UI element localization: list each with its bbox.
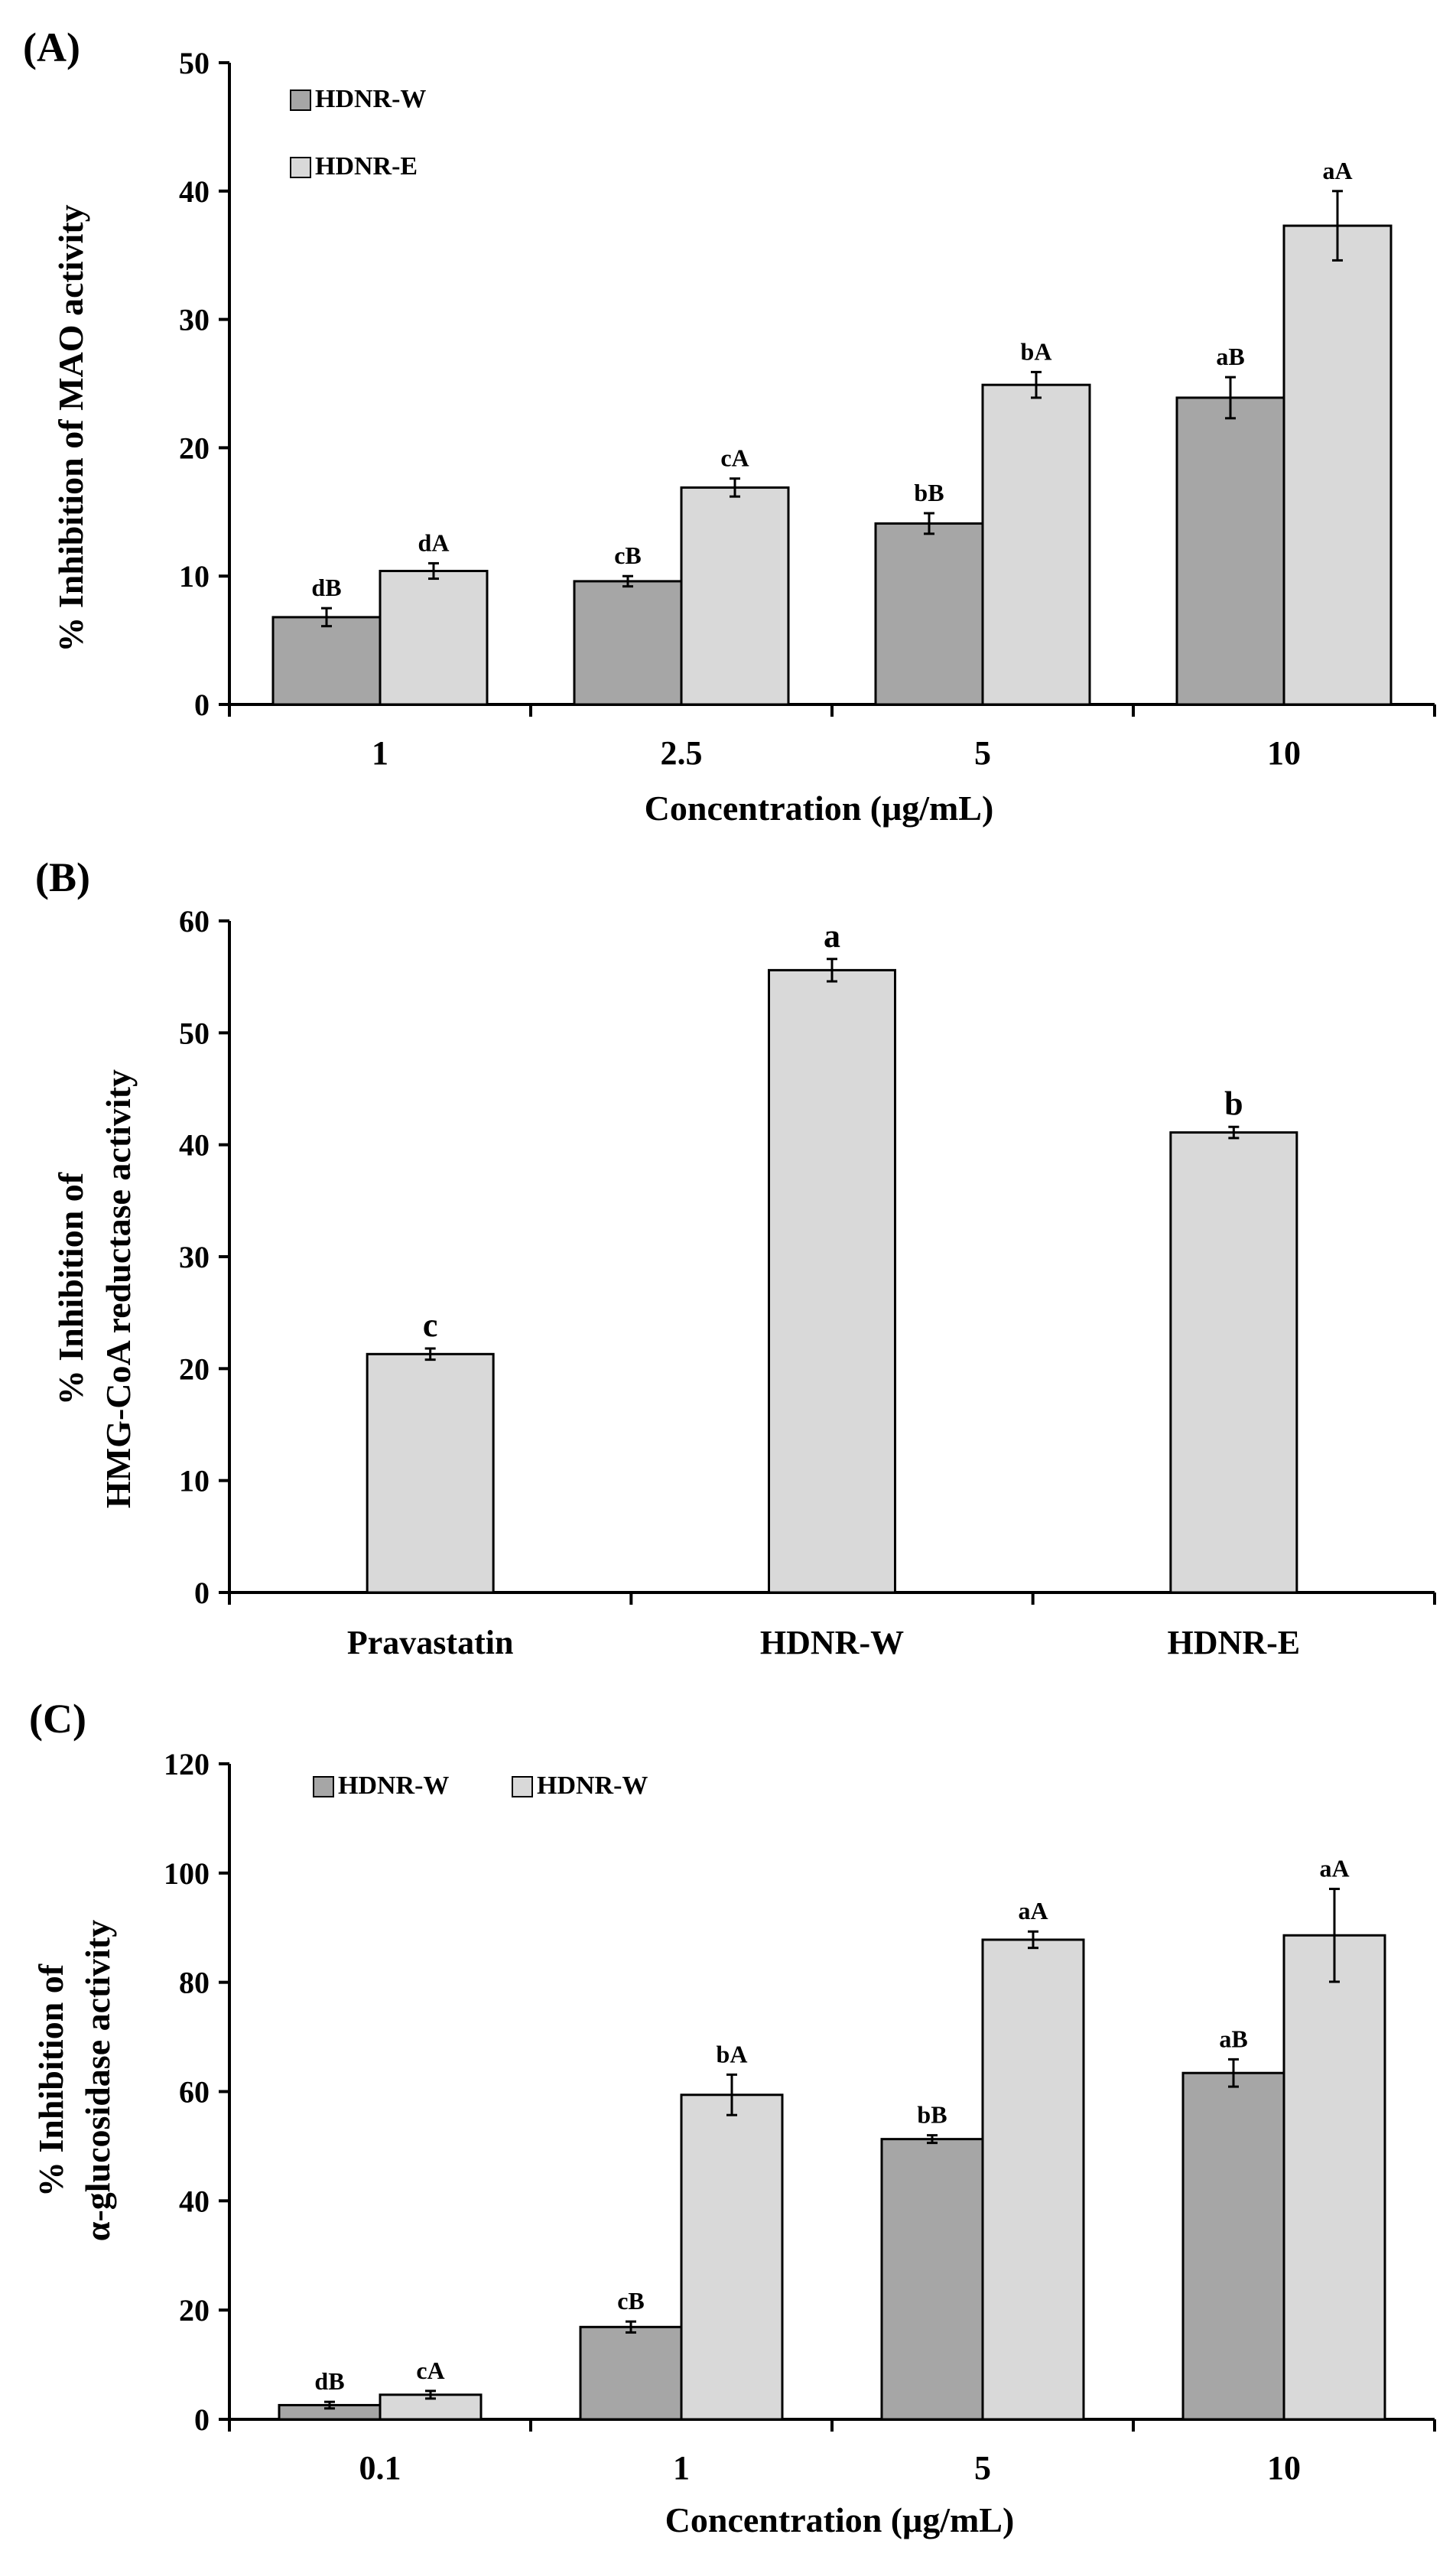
panel-a-significance-label: cB — [614, 542, 642, 569]
panel-a-bar — [573, 580, 683, 706]
panel-b-bar — [768, 968, 896, 1594]
panel-a-bar — [981, 383, 1091, 706]
panel-b-significance-label: a — [824, 917, 840, 955]
panel-a-y-axis-title: % Inhibition of MAO activity — [51, 204, 90, 652]
panel-b-y-tick-label: 50 — [179, 1016, 210, 1050]
panel-a-y-tick-label: 50 — [179, 46, 210, 80]
panel-c-y-tick-label: 0 — [194, 2402, 210, 2437]
panel-c-y-axis-title-line1: % Inhibition of — [31, 1963, 70, 2197]
panel-c-category-label: 1 — [673, 2449, 690, 2487]
panel-a-bar — [271, 616, 382, 706]
panel-b-y-axis-title-line1: % Inhibition of — [51, 1172, 90, 1405]
panel-a-y-tick-label: 0 — [194, 688, 210, 722]
panel-a-bar — [1175, 396, 1285, 706]
panel-c-category-label: 5 — [974, 2449, 991, 2487]
panel-a-significance-label: dB — [311, 574, 341, 601]
legend-label: HDNR-W — [338, 1771, 449, 1800]
panel-b-bar — [366, 1352, 495, 1594]
panel-c-significance-label: aA — [1018, 1897, 1048, 1924]
panel-b-y-tick-label: 20 — [179, 1352, 210, 1386]
legend-label: HDNR-W — [315, 85, 426, 113]
legend-swatch — [290, 157, 311, 178]
panel-a-significance-label: aB — [1216, 343, 1244, 370]
panel-a-y-tick-label: 30 — [179, 303, 210, 337]
panel-a-category-label: 5 — [974, 734, 991, 772]
panel-b-significance-label: c — [423, 1306, 438, 1344]
panel-c-category-label: 0.1 — [359, 2449, 401, 2487]
legend-swatch — [512, 1776, 533, 1797]
panel-c-y-tick-label: 120 — [164, 1747, 210, 1781]
panel-c-significance-label: bB — [917, 2101, 947, 2129]
panel-c-y-axis-title-line2: α-glucosidase activity — [78, 1920, 117, 2241]
panel-b-y-tick-label: 10 — [179, 1464, 210, 1498]
panel-a-y-tick-label: 10 — [179, 559, 210, 594]
legend-label: HDNR-E — [315, 152, 418, 181]
panel-c-y-tick-label: 60 — [179, 2075, 210, 2110]
panel-c-bar — [1282, 1934, 1386, 2421]
panel-c-category-label: 10 — [1267, 2449, 1301, 2487]
panel-b-y-axis-title-line2: HMG-CoA reductase activity — [99, 1069, 138, 1508]
panel-a-bar — [379, 569, 489, 706]
panel-a-y-tick-label: 20 — [179, 431, 210, 465]
panel-a-label: (A) — [23, 24, 80, 70]
panel-b-category-label: Pravastatin — [347, 1624, 514, 1661]
panel-a-y-tick-label: 40 — [179, 174, 210, 209]
panel-b-category-label: HDNR-E — [1168, 1624, 1301, 1661]
panel-c-bar — [680, 2093, 784, 2421]
panel-c-significance-label: cA — [416, 2357, 444, 2384]
panel-b-label: (B) — [35, 854, 90, 900]
legend-swatch — [313, 1776, 334, 1797]
panel-b-y-tick-label: 0 — [194, 1576, 210, 1610]
panel-a-significance-label: cA — [720, 444, 749, 472]
panel-b-significance-label: b — [1224, 1085, 1243, 1122]
panel-a-bar — [1282, 224, 1393, 706]
panel-c-y-tick-label: 20 — [179, 2293, 210, 2328]
panel-b-category-label: HDNR-W — [760, 1624, 904, 1661]
panel-c-y-tick-label: 80 — [179, 1966, 210, 2000]
panel-c-significance-label: aB — [1219, 2025, 1247, 2052]
panel-b-y-tick-label: 40 — [179, 1128, 210, 1163]
panel-a-bar — [680, 486, 790, 706]
panel-c-significance-label: aA — [1319, 1855, 1349, 1882]
legend-swatch — [290, 89, 311, 111]
panel-a-significance-label: dA — [418, 529, 450, 556]
panel-b-bar — [1169, 1131, 1298, 1594]
panel-c-x-axis-title: Concentration (μg/mL) — [665, 2500, 1015, 2539]
panel-c-significance-label: dB — [314, 2367, 344, 2395]
panel-a-category-label: 1 — [372, 734, 388, 772]
panel-a-bar — [874, 522, 984, 706]
panel-a-x-axis-title: Concentration (μg/mL) — [645, 789, 994, 828]
panel-a-significance-label: bA — [1021, 337, 1052, 365]
panel-c-bar — [1181, 2071, 1285, 2421]
panel-b-y-tick-label: 30 — [179, 1240, 210, 1274]
panel-a-category-label: 2.5 — [661, 734, 703, 772]
panel-c-bar — [880, 2138, 984, 2421]
panel-c-bar — [579, 2325, 683, 2421]
panel-c-label: (C) — [29, 1696, 86, 1742]
panel-a-significance-label: aA — [1322, 157, 1352, 184]
panel-c-y-tick-label: 100 — [164, 1856, 210, 1891]
panel-b-y-tick-label: 60 — [179, 904, 210, 939]
panel-c-bar — [981, 1938, 1085, 2421]
panel-c-y-tick-label: 40 — [179, 2184, 210, 2218]
panel-c-significance-label: cB — [617, 2287, 645, 2315]
legend-label: HDNR-W — [537, 1771, 648, 1800]
panel-a-significance-label: bB — [914, 479, 944, 506]
panel-a-category-label: 10 — [1267, 734, 1301, 772]
panel-c-significance-label: bA — [717, 2040, 748, 2067]
